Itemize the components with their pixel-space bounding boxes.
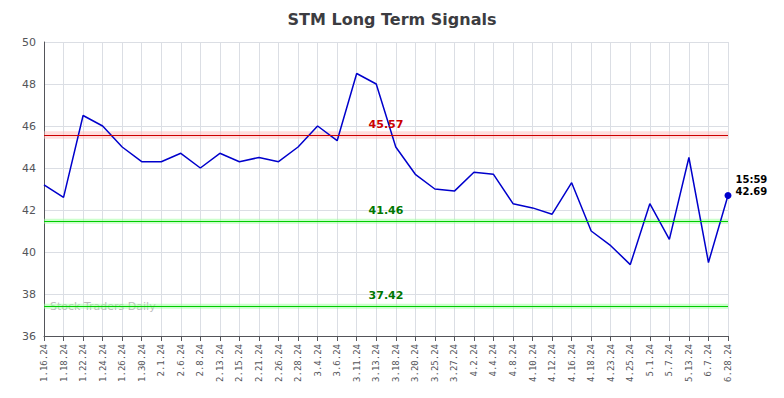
svg-text:6.7.24: 6.7.24 xyxy=(703,344,713,377)
svg-text:41.46: 41.46 xyxy=(369,204,404,217)
svg-text:5.13.24: 5.13.24 xyxy=(684,344,694,382)
svg-text:4.2.24: 4.2.24 xyxy=(469,344,479,377)
svg-text:2.15.24: 2.15.24 xyxy=(234,344,244,382)
svg-text:1.22.24: 1.22.24 xyxy=(78,344,88,382)
svg-text:2.6.24: 2.6.24 xyxy=(176,344,186,377)
svg-text:45.57: 45.57 xyxy=(369,118,404,131)
svg-text:50: 50 xyxy=(22,36,36,49)
svg-text:36: 36 xyxy=(22,330,36,343)
svg-text:5.1.24: 5.1.24 xyxy=(645,344,655,377)
svg-text:1.26.24: 1.26.24 xyxy=(117,344,127,382)
svg-text:38: 38 xyxy=(22,288,36,301)
svg-text:3.25.24: 3.25.24 xyxy=(430,344,440,382)
svg-text:1.16.24: 1.16.24 xyxy=(39,344,49,382)
svg-text:2.28.24: 2.28.24 xyxy=(293,344,303,382)
svg-text:3.18.24: 3.18.24 xyxy=(391,344,401,382)
svg-text:STM Long Term Signals: STM Long Term Signals xyxy=(288,10,497,29)
svg-text:37.42: 37.42 xyxy=(369,289,404,302)
svg-text:1.30.24: 1.30.24 xyxy=(137,344,147,382)
svg-text:3.27.24: 3.27.24 xyxy=(449,344,459,382)
svg-text:4.4.24: 4.4.24 xyxy=(488,344,498,377)
svg-text:1.18.24: 1.18.24 xyxy=(59,344,69,382)
svg-text:46: 46 xyxy=(22,120,36,133)
svg-text:2.26.24: 2.26.24 xyxy=(274,344,284,382)
svg-text:44: 44 xyxy=(22,162,36,175)
svg-text:15:59: 15:59 xyxy=(736,174,768,185)
svg-text:3.11.24: 3.11.24 xyxy=(352,344,362,382)
svg-text:2.13.24: 2.13.24 xyxy=(215,344,225,382)
svg-text:40: 40 xyxy=(22,246,36,259)
svg-text:3.4.24: 3.4.24 xyxy=(313,344,323,377)
svg-text:3.6.24: 3.6.24 xyxy=(332,344,342,377)
svg-text:4.25.24: 4.25.24 xyxy=(625,344,635,382)
svg-text:6.28.24: 6.28.24 xyxy=(723,344,733,382)
svg-text:4.16.24: 4.16.24 xyxy=(567,344,577,382)
svg-text:5.7.24: 5.7.24 xyxy=(664,344,674,377)
svg-text:2.1.24: 2.1.24 xyxy=(156,344,166,377)
svg-text:2.21.24: 2.21.24 xyxy=(254,344,264,382)
svg-text:48: 48 xyxy=(22,78,36,91)
svg-text:4.8.24: 4.8.24 xyxy=(508,344,518,377)
svg-text:3.13.24: 3.13.24 xyxy=(371,344,381,382)
svg-text:Stock Traders Daily: Stock Traders Daily xyxy=(50,300,156,314)
svg-text:4.10.24: 4.10.24 xyxy=(528,344,538,382)
svg-text:42: 42 xyxy=(22,204,36,217)
svg-text:2.8.24: 2.8.24 xyxy=(195,344,205,377)
svg-text:4.18.24: 4.18.24 xyxy=(586,344,596,382)
svg-text:1.24.24: 1.24.24 xyxy=(98,344,108,382)
svg-text:42.69: 42.69 xyxy=(736,186,768,197)
svg-text:4.23.24: 4.23.24 xyxy=(606,344,616,382)
svg-text:4.12.24: 4.12.24 xyxy=(547,344,557,382)
svg-text:3.20.24: 3.20.24 xyxy=(410,344,420,382)
